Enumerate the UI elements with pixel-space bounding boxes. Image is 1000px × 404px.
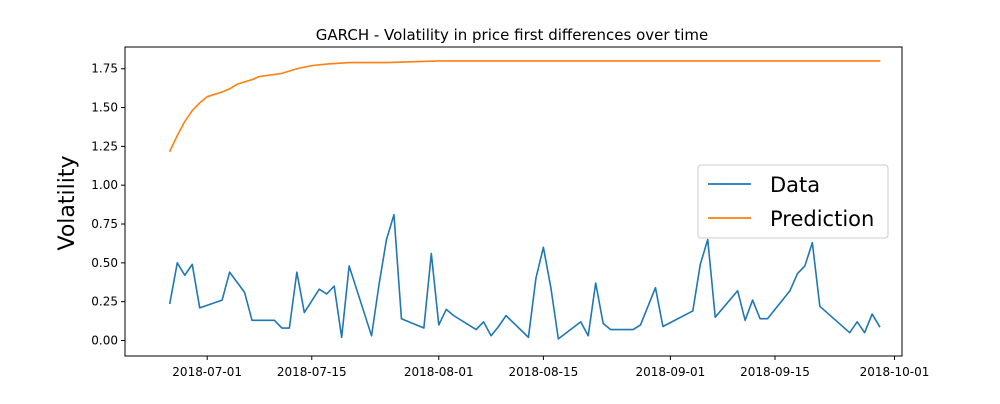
x-tick-label: 2018-09-01 [636,365,706,379]
x-tick-label: 2018-07-01 [172,365,242,379]
axes: 2018-07-01 2018-07-15 2018-08-01 2018-08-15… [91,46,930,379]
legend-label-data: Data [770,173,820,197]
y-tick-label: 1.25 [91,139,118,153]
y-tick-label: 1.00 [91,178,118,192]
x-tick-label: 2018-08-01 [404,365,474,379]
series-line-data [168,213,881,340]
legend-label-prediction: Prediction [770,207,874,231]
series-line-prediction [168,60,881,153]
y-tick-label: 0.75 [91,217,118,231]
plot-lines [168,60,881,340]
y-tick-label: 1.50 [91,101,118,115]
plot-frame [124,46,903,357]
x-tick-label: 2018-09-15 [740,365,810,379]
x-tick-label: 2018-07-15 [277,365,347,379]
y-tick-label: 1.75 [91,62,118,76]
chart-title: GARCH - Volatility in price first differ… [316,26,708,44]
legend: Data Prediction [697,164,889,239]
y-tick-label: 0.00 [91,333,118,347]
y-tick-label: 0.50 [91,256,118,270]
y-tick-label: 0.25 [91,295,118,309]
y-axis-label: Volatility [55,155,80,250]
x-tick-label: 2018-08-15 [509,365,579,379]
x-tick-label: 2018-10-01 [860,365,930,379]
